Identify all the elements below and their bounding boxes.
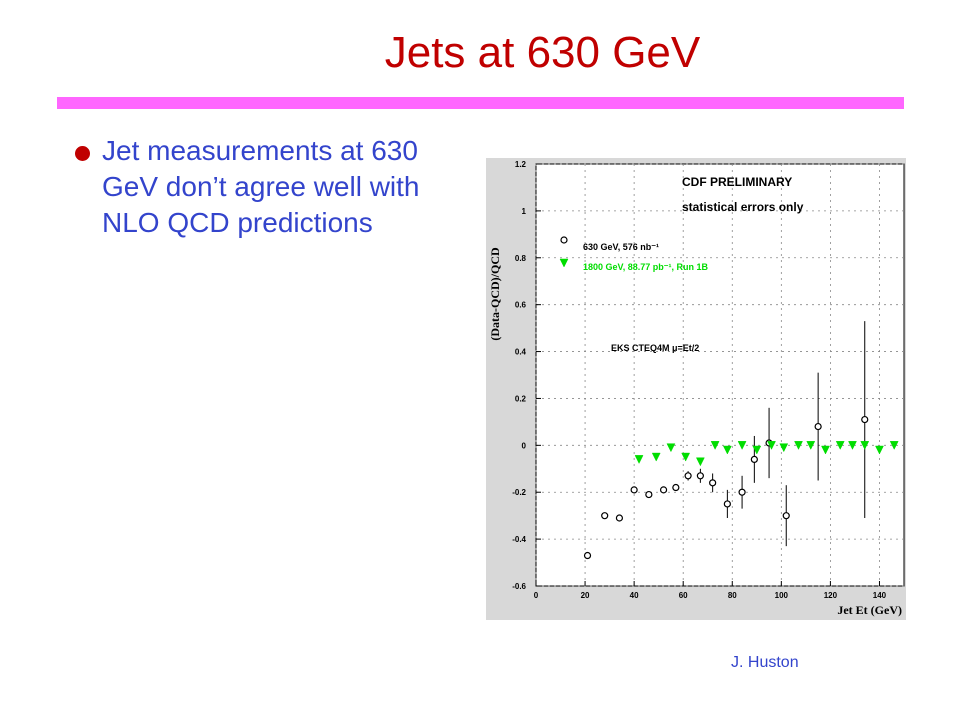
series-1-point-0 [634,455,644,464]
slide-title: Jets at 630 GeV [384,28,701,77]
bullet-dot-icon [75,146,90,161]
y-tick-label-0: -0.6 [512,582,526,591]
y-tick-label-7: 0.8 [515,254,527,263]
series-0-point-1 [601,512,609,520]
x-tick-label-3: 60 [679,591,688,600]
annotation-cdf-preliminary: CDF PRELIMINARY [682,175,792,189]
series-1-point-13 [821,445,830,455]
series-0-point-9 [709,479,717,487]
y-tick-label-5: 0.4 [515,348,527,357]
y-tick-label-8: 1 [522,207,527,216]
series-0-point-7 [684,472,692,480]
title-divider [57,97,904,109]
y-tick-label-1: -0.4 [512,535,526,544]
series-0-point-4 [645,490,653,499]
author-credit: J. Huston [731,654,799,671]
series-1-point-5 [710,441,720,450]
x-tick-label-7: 140 [873,591,887,600]
y-tick-label-3: 0 [522,441,527,450]
legend-marker-630gev [560,236,568,244]
series-1-point-3 [681,452,691,462]
series-1-point-2 [666,443,676,453]
y-tick-label-6: 0.6 [515,301,527,310]
y-tick-label-2: -0.2 [512,488,526,497]
series-0-point-2 [615,514,624,522]
annotation-statistical-errors: statistical errors only [682,200,804,214]
legend-label-630gev: 630 GeV, 576 nb⁻¹ [583,242,659,252]
x-axis-label: Jet Et (GeV) [837,603,902,617]
series-0-point-10 [723,500,731,508]
series-1-point-15 [848,441,857,450]
legend-marker-1800gev [559,258,569,268]
series-0-point-14 [782,512,790,520]
x-tick-label-0: 0 [534,591,539,600]
series-1-point-11 [794,441,803,450]
y-axis-label: (Data-QCD)/QCD [488,247,502,341]
plot-area [535,163,905,587]
chart-panel: 0 20 40 60 80 100 120 140 -0.6 -0.4 -0.2 0 0.2 0.4 0.6… [486,158,906,620]
series-1-point-10 [779,443,789,453]
series-0-point-6 [672,483,680,492]
series-1-point-9 [767,441,776,450]
series-0-point-11 [738,488,746,496]
series-1-point-4 [695,457,705,467]
series-0-point-3 [630,486,638,494]
series-0-point-0 [583,551,592,560]
x-tick-label-6: 120 [824,591,838,600]
series-1-point-7 [737,441,747,450]
series-1-point-16 [860,441,870,450]
series-0-point-16 [861,415,869,424]
annotation-theory: EKS CTEQ4M μ=Et/2 [611,343,699,353]
y-tick-label-9: 1.2 [515,160,527,169]
series-0-point-15 [814,422,822,431]
series-0-point-12 [750,455,758,463]
x-tick-label-4: 80 [728,591,737,600]
series-0-point-5 [659,486,668,494]
x-tick-label-1: 20 [581,591,590,600]
series-1-point-14 [835,441,845,450]
series-1-point-12 [806,441,816,450]
x-tick-label-2: 40 [630,591,639,600]
series-1-point-8 [752,445,762,455]
series-1-point-1 [651,452,661,462]
legend-label-1800gev: 1800 GeV, 88.77 pb⁻¹, Run 1B [583,262,708,272]
chart-svg: 0 20 40 60 80 100 120 140 -0.6 -0.4 -0.2 0 0.2 0.4 0.6… [488,160,905,617]
series-1-point-17 [875,445,884,455]
x-tick-label-5: 100 [775,591,789,600]
series-0-point-8 [696,472,704,480]
bullet-text: Jet measurements at 630 GeV don’t agree … [102,135,420,238]
series-1-point-18 [889,441,899,450]
y-tick-label-4: 0.2 [515,394,527,403]
series-1-point-6 [722,445,732,455]
